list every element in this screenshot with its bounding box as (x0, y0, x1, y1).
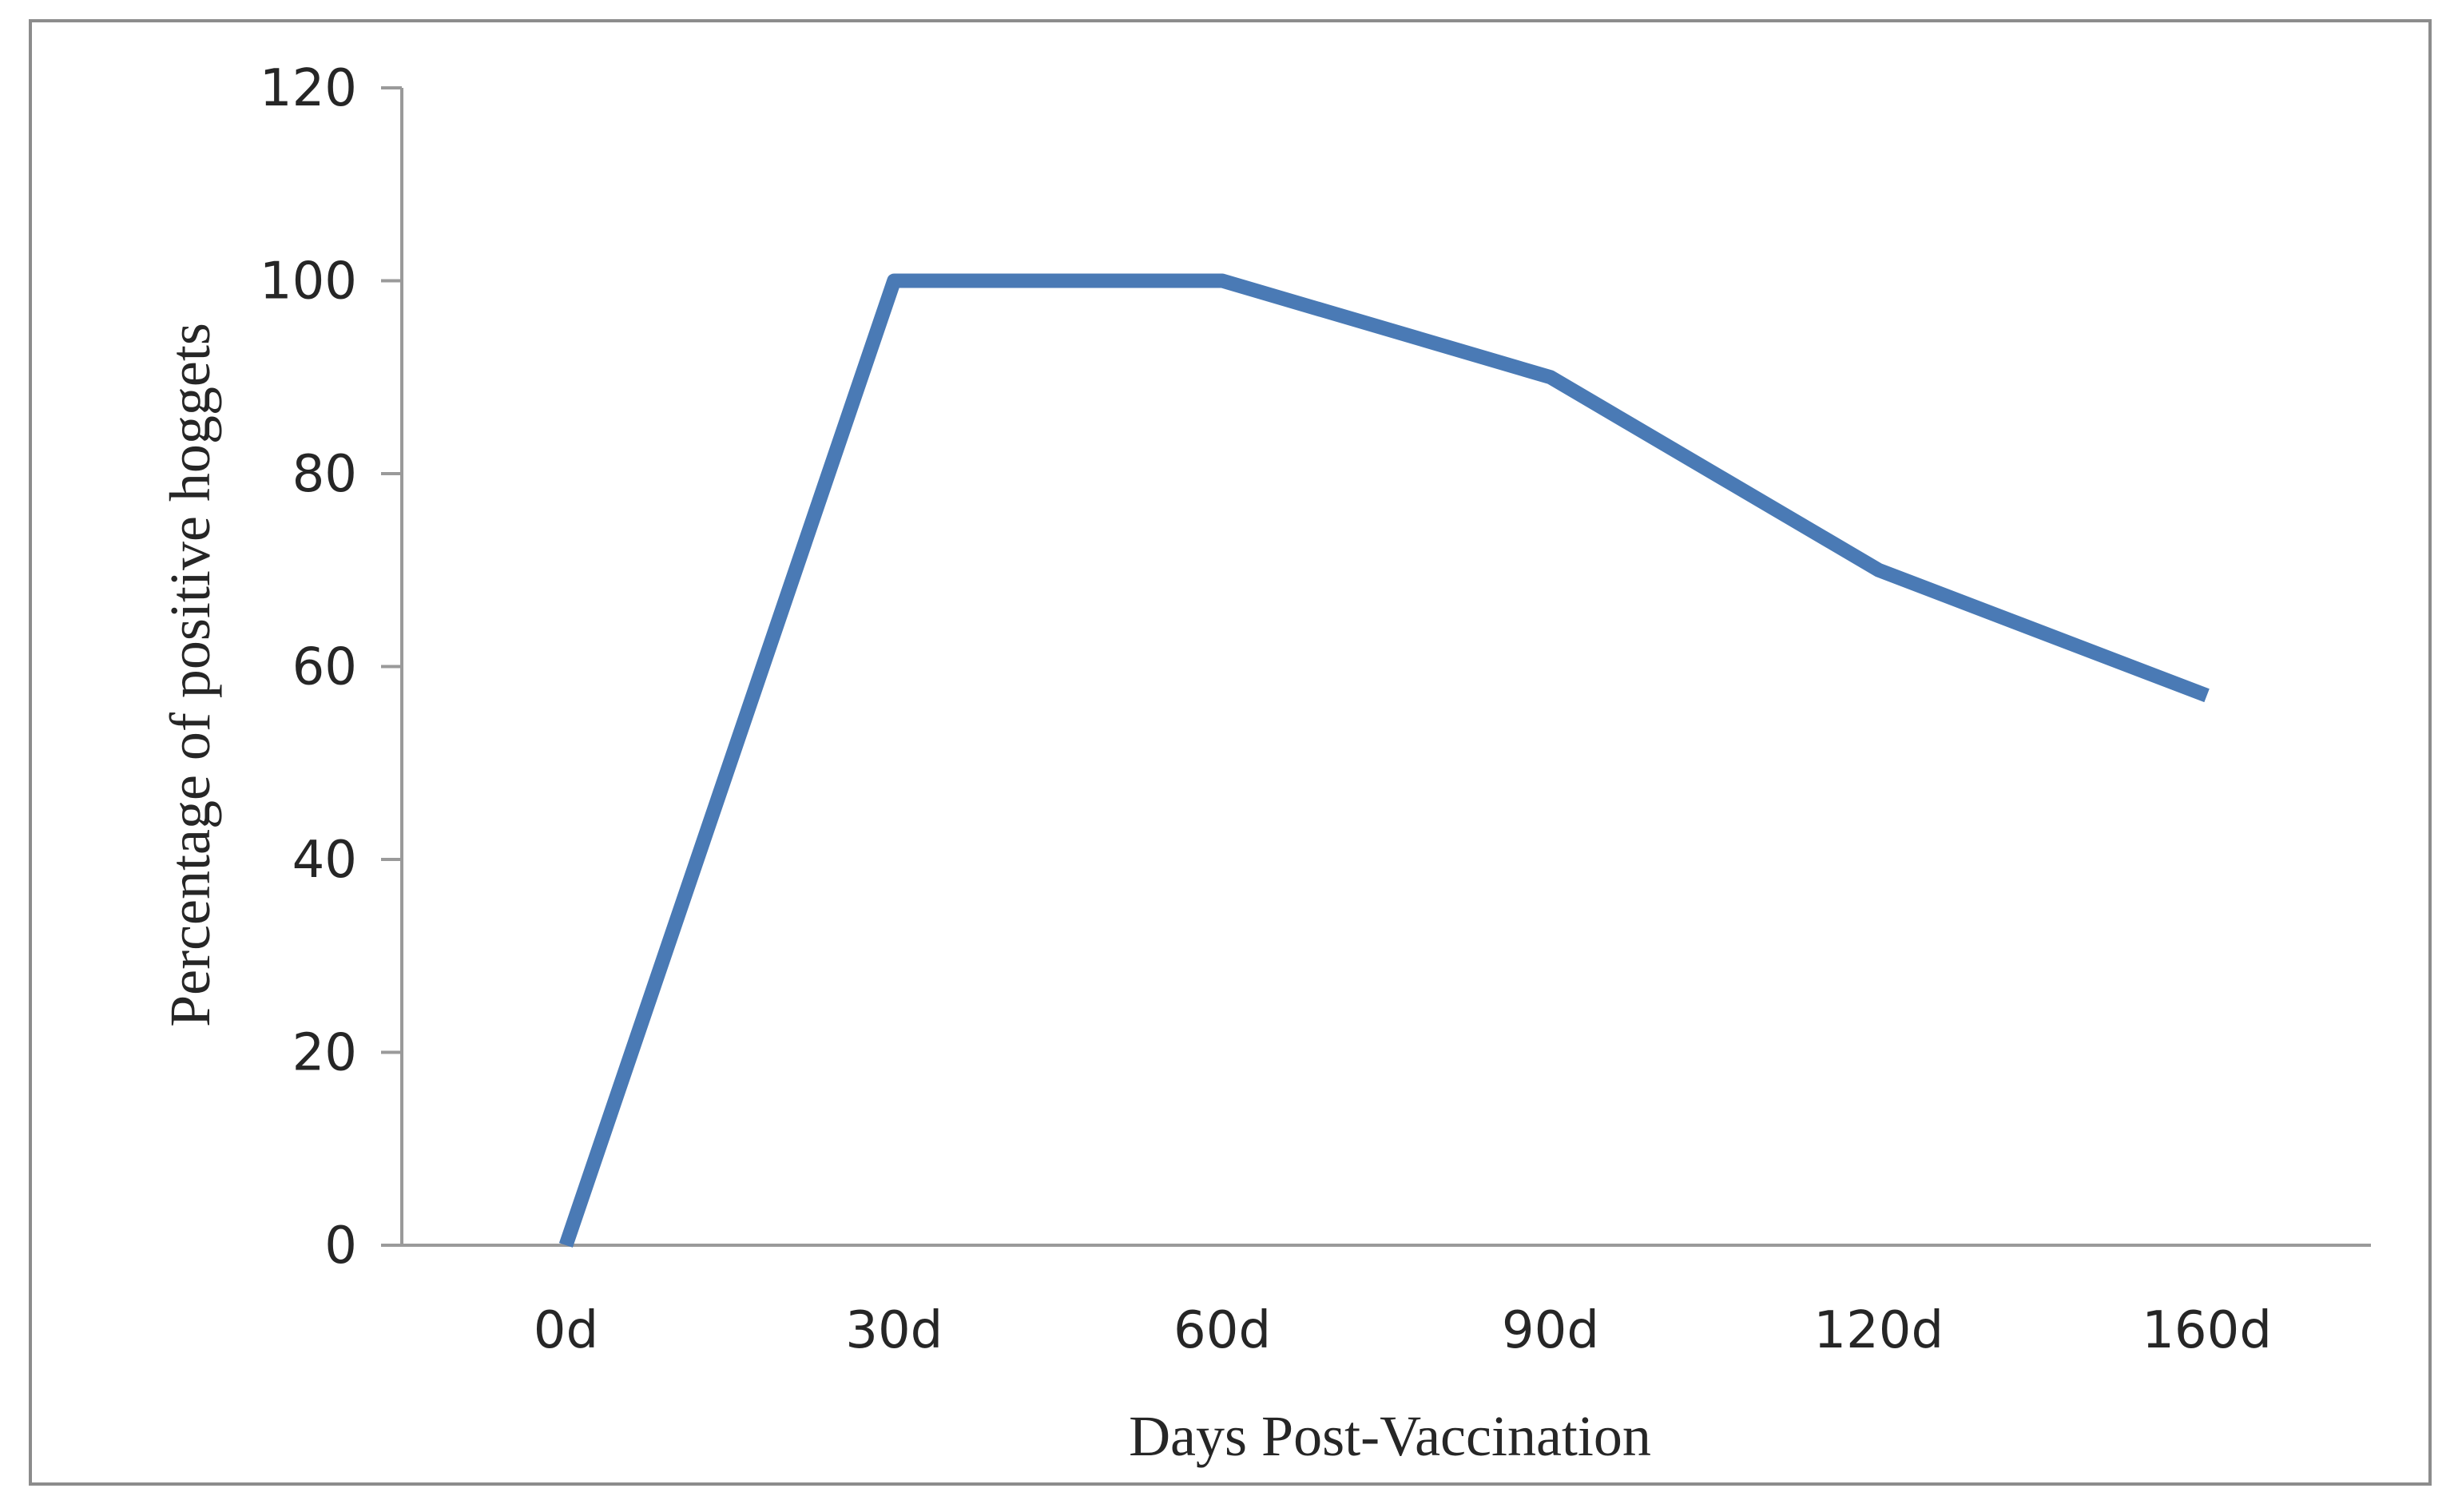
y-tick-label: 100 (260, 252, 357, 312)
y-tick-label: 0 (324, 1216, 357, 1276)
y-tick-label: 60 (292, 638, 357, 697)
x-tick-label: 30d (845, 1301, 943, 1360)
x-axis-title: Days Post-Vaccination (1129, 1404, 1651, 1468)
y-tick-label: 80 (292, 445, 357, 504)
chart-frame (29, 19, 2432, 1486)
y-axis-title: Percentage of positive hoggets (158, 323, 222, 1027)
x-tick-label: 160d (2142, 1301, 2272, 1360)
series-line (558, 273, 2210, 1248)
y-tick-label: 120 (260, 59, 357, 118)
y-axis: 0 20 40 60 80 100 120 (260, 59, 403, 1276)
x-tick-label: 0d (534, 1301, 598, 1360)
x-axis: 0d 30d 60d 90d 120d 160d (402, 1244, 2371, 1360)
series-group (558, 273, 2210, 1248)
x-tick-label: 120d (1813, 1301, 1944, 1360)
y-tick-label: 40 (292, 831, 357, 890)
x-tick-label: 90d (1502, 1301, 1599, 1360)
y-tick-label: 20 (292, 1024, 357, 1083)
x-tick-label: 60d (1173, 1301, 1271, 1360)
